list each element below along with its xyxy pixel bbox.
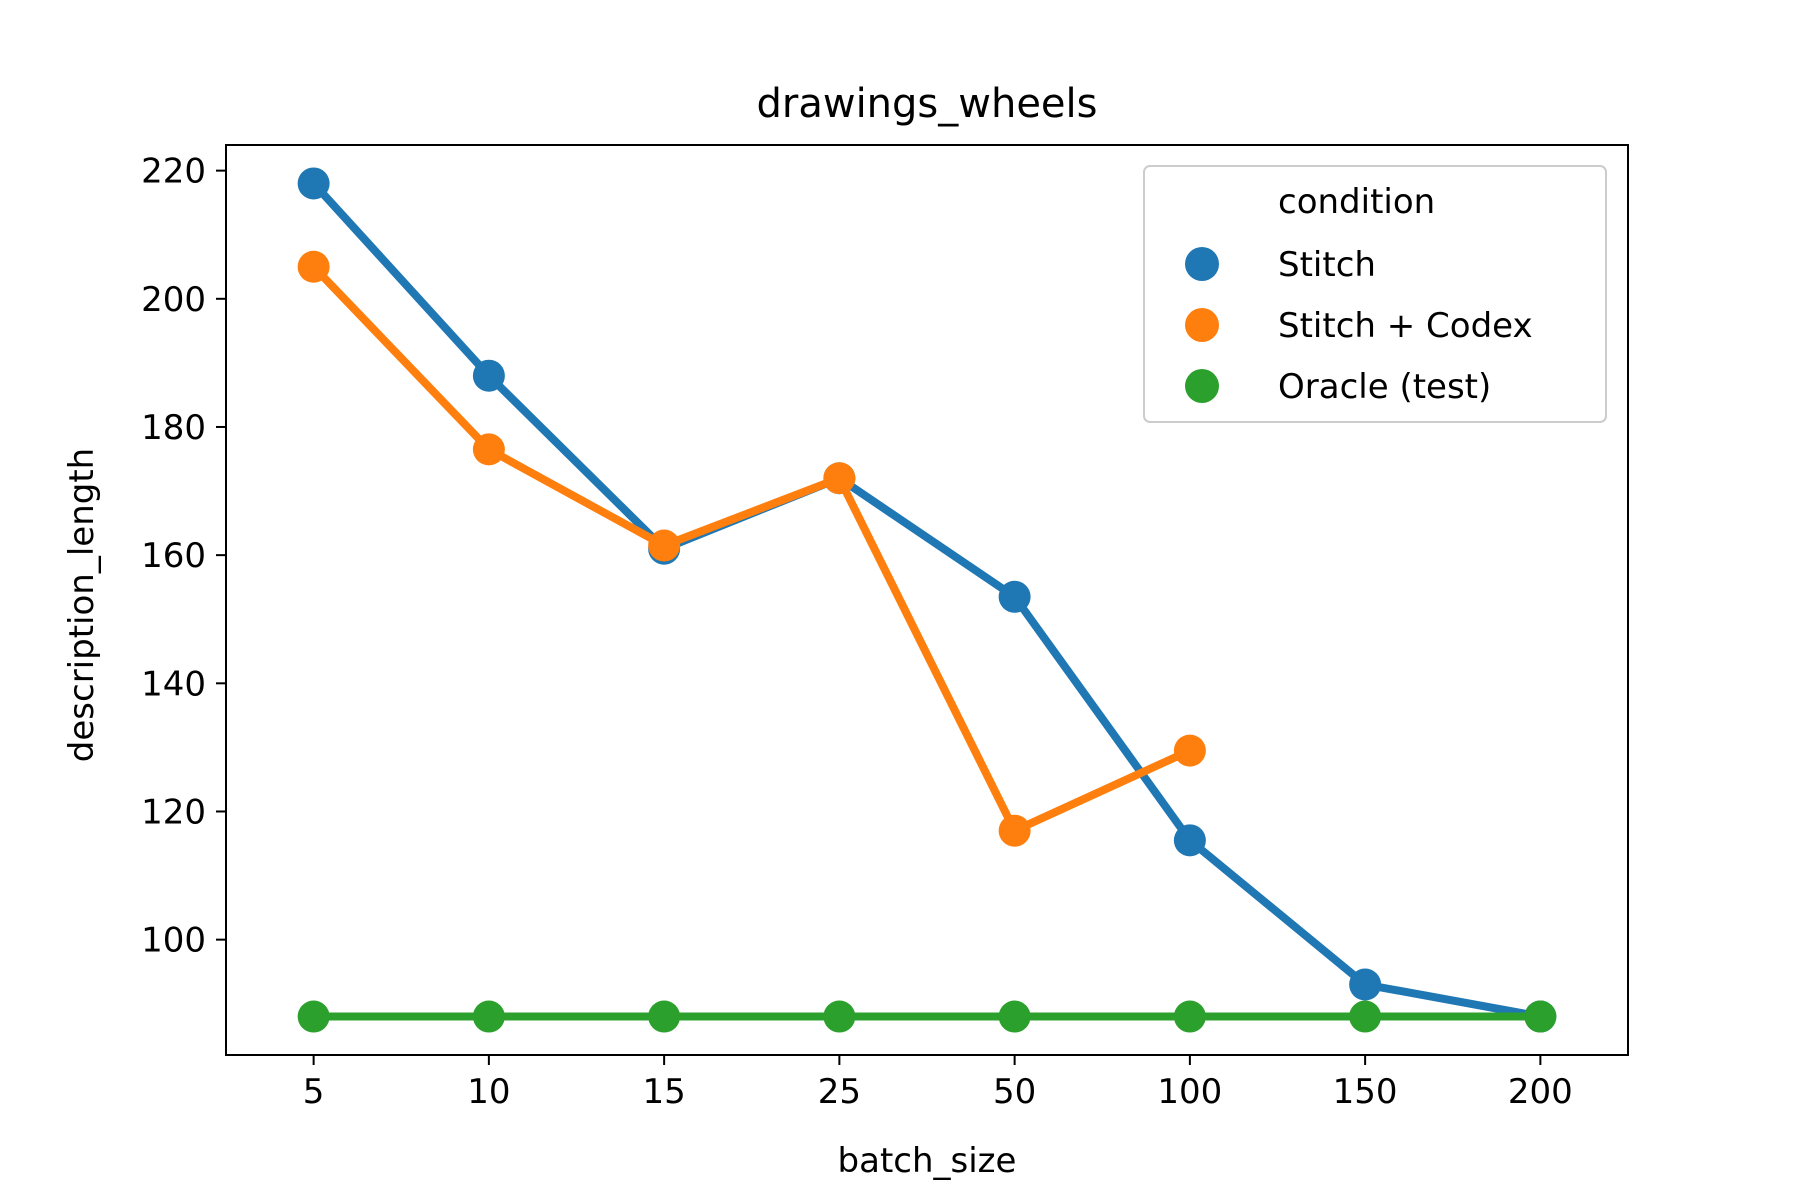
data-point-stitch (472, 359, 505, 392)
legend-marker (1185, 308, 1219, 342)
data-point-oracle-test (823, 1000, 856, 1033)
y-tick-label: 100 (141, 921, 206, 961)
x-tick-label: 200 (1508, 1072, 1573, 1112)
data-point-stitch-codex (998, 814, 1031, 847)
data-point-oracle-test (1173, 1000, 1206, 1033)
y-tick-label: 160 (141, 536, 206, 576)
data-point-stitch-codex (472, 433, 505, 466)
data-point-stitch-codex (823, 462, 856, 495)
series-line-stitch-codex (309, 262, 1194, 835)
data-point-oracle-test (998, 1000, 1031, 1033)
legend-label: Oracle (test) (1278, 367, 1491, 407)
data-point-stitch (998, 580, 1031, 613)
x-tick-label: 25 (818, 1072, 861, 1112)
y-axis-label: description_length (62, 448, 102, 762)
data-point-stitch-codex (648, 529, 681, 562)
x-tick-label: 5 (303, 1072, 325, 1112)
legend-marker (1185, 247, 1219, 281)
y-tick-label: 220 (141, 152, 206, 192)
y-tick-label: 180 (141, 408, 206, 448)
legend-label: Stitch (1278, 245, 1376, 285)
legend-title: condition (1278, 182, 1435, 222)
data-point-stitch (297, 167, 330, 200)
y-tick-label: 140 (141, 664, 206, 704)
x-tick-label: 150 (1333, 1072, 1398, 1112)
x-tick-label: 10 (467, 1072, 510, 1112)
x-tick-label: 15 (642, 1072, 685, 1112)
legend-frame (1143, 165, 1607, 423)
y-tick-label: 120 (141, 792, 206, 832)
data-point-stitch-codex (1173, 734, 1206, 767)
data-point-stitch-codex (297, 250, 330, 283)
data-point-oracle-test (648, 1000, 681, 1033)
x-tick-label: 100 (1157, 1072, 1222, 1112)
y-tick-label: 200 (141, 280, 206, 320)
data-point-oracle-test (472, 1000, 505, 1033)
data-point-oracle-test (1524, 1000, 1557, 1033)
data-point-stitch (1173, 824, 1206, 857)
x-axis-label: batch_size (838, 1141, 1017, 1181)
data-point-oracle-test (1349, 1000, 1382, 1033)
chart-title: drawings_wheels (757, 81, 1098, 127)
legend-label: Stitch + Codex (1278, 306, 1533, 346)
x-tick-label: 50 (993, 1072, 1036, 1112)
legend: condition Stitch Stitch + Codex Oracle (tes… (1143, 165, 1607, 423)
axes-frame (225, 144, 1629, 1056)
series-line-stitch (309, 179, 1545, 1021)
data-point-oracle-test (297, 1000, 330, 1033)
legend-marker (1185, 369, 1219, 403)
data-point-stitch (1349, 968, 1382, 1001)
plot-area: 100 120 140 160 180 200 220 5 10 15 25 50 100 150 200 (141, 144, 1629, 1112)
